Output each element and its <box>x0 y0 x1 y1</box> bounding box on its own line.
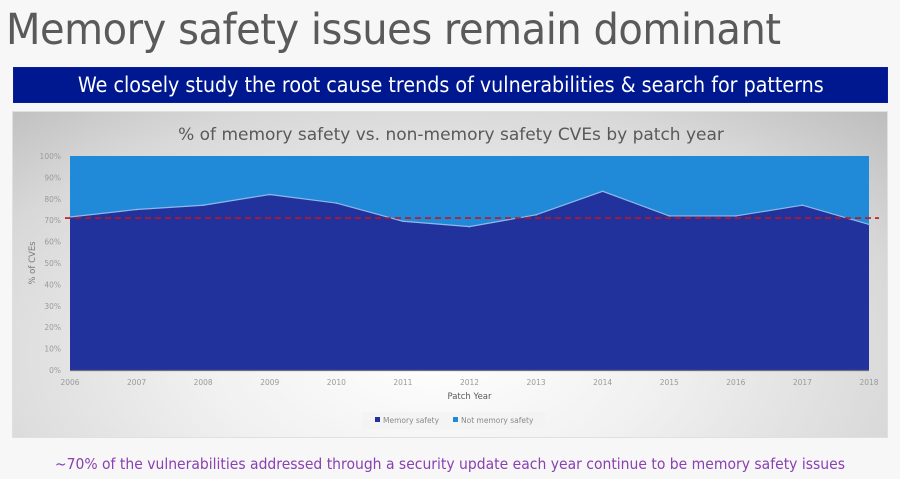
plot-area <box>65 156 879 372</box>
subtitle-banner: We closely study the root cause trends o… <box>13 67 888 103</box>
y-tick-label: 100% <box>40 152 61 161</box>
y-tick-label: 50% <box>44 259 61 268</box>
data-point-memory-safety-2013 <box>535 214 537 216</box>
y-tick-label: 10% <box>44 345 61 354</box>
y-tick-label: 60% <box>44 238 61 247</box>
x-tick-label: 2013 <box>527 378 546 387</box>
legend-label-0: Memory safety <box>383 416 440 425</box>
data-point-memory-safety-2016 <box>735 215 737 217</box>
x-tick-label: 2011 <box>393 378 412 387</box>
x-tick-label: 2007 <box>127 378 146 387</box>
area-chart: % of memory safety vs. non-memory safety… <box>28 125 879 429</box>
data-point-memory-safety-2018 <box>868 223 870 226</box>
y-tick-label: 40% <box>44 280 61 289</box>
data-point-memory-safety-2007 <box>135 208 138 211</box>
y-tick-label: 70% <box>44 216 61 225</box>
chart-panel: % of memory safety vs. non-memory safety… <box>12 111 888 438</box>
y-tick-label: 30% <box>44 302 61 311</box>
data-point-memory-safety-2015 <box>668 215 671 217</box>
x-tick-label: 2017 <box>793 378 812 387</box>
legend: Memory safety Not memory safety <box>362 412 545 429</box>
x-tick-label: 2006 <box>60 378 79 387</box>
x-tick-label: 2018 <box>859 378 878 387</box>
banner-text: We closely study the root cause trends o… <box>77 73 824 97</box>
x-tick-label: 2014 <box>593 378 612 387</box>
slide-title: Memory safety issues remain dominant <box>6 5 781 55</box>
data-point-memory-safety-2008 <box>202 204 204 207</box>
legend-swatch-1 <box>453 417 458 422</box>
y-tick-label: 90% <box>44 173 61 182</box>
y-tick-label: 80% <box>44 195 61 204</box>
data-point-memory-safety-2009 <box>268 193 271 196</box>
footer-note: ~70% of the vulnerabilities addressed th… <box>0 455 900 473</box>
series-area-not-memory-safety <box>70 156 869 227</box>
y-tick-label: 0% <box>49 366 61 375</box>
x-tick-label: 2016 <box>726 378 745 387</box>
x-axis-label: Patch Year <box>447 392 492 402</box>
x-tick-label: 2010 <box>327 378 346 387</box>
x-tick-label: 2008 <box>194 378 213 387</box>
y-axis: 0% 10% 20% 30% 40% 50% 60% 70% 80% 90% 100% <box>40 152 61 375</box>
y-tick-label: 20% <box>44 323 61 332</box>
data-point-memory-safety-2011 <box>402 220 404 223</box>
data-point-memory-safety-2017 <box>801 204 804 207</box>
data-point-memory-safety-2014 <box>601 190 604 193</box>
x-tick-label: 2015 <box>660 378 679 387</box>
y-axis-label: % of CVEs <box>28 241 38 285</box>
legend-swatch-0 <box>375 417 380 422</box>
data-point-memory-safety-2012 <box>468 225 471 228</box>
chart-title: % of memory safety vs. non-memory safety… <box>178 125 724 145</box>
x-tick-label: 2012 <box>460 378 479 387</box>
data-point-memory-safety-2010 <box>335 202 338 204</box>
x-tick-label: 2009 <box>260 378 279 387</box>
series-area-memory-safety <box>70 191 869 370</box>
x-axis: 2006 2007 2008 2009 2010 2011 2012 2013 2014 2015… <box>60 378 878 387</box>
legend-label-1: Not memory safety <box>461 416 534 425</box>
footer-text: ~70% of the vulnerabilities addressed th… <box>54 455 846 473</box>
